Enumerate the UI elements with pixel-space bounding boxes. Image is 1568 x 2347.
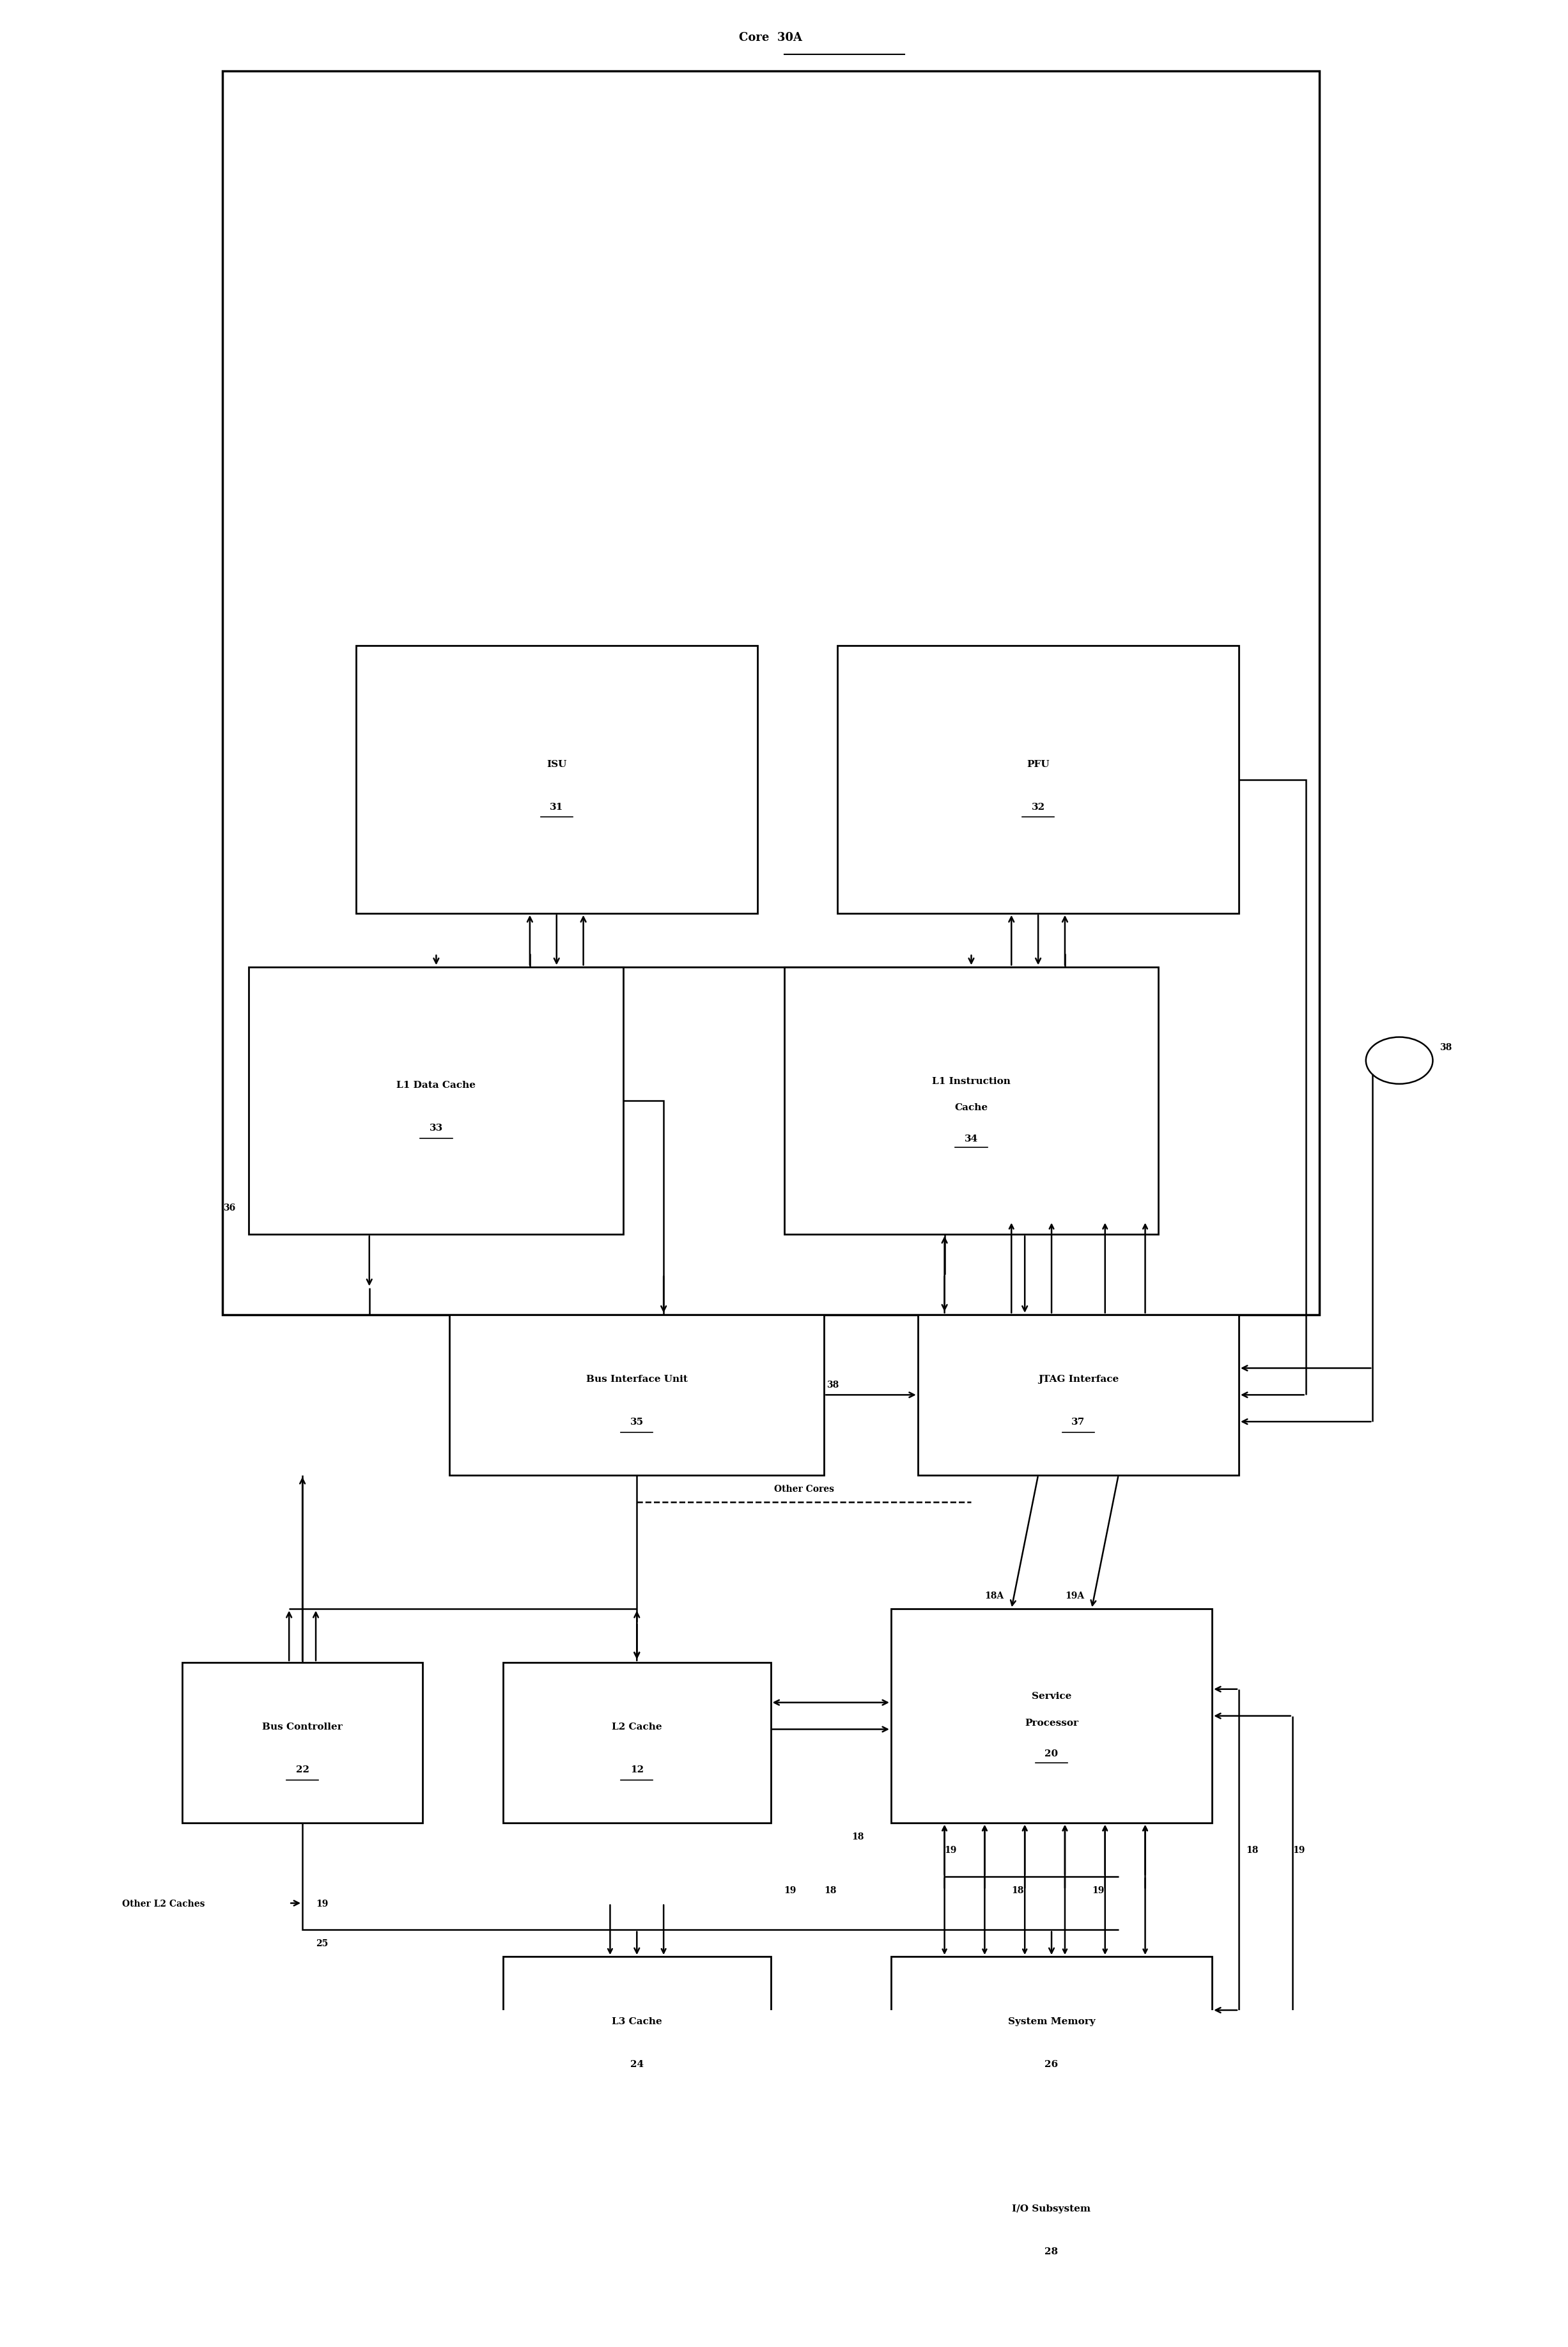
Text: 18: 18	[825, 1885, 836, 1894]
Text: System Memory: System Memory	[1008, 2016, 1094, 2025]
Text: 19: 19	[315, 1899, 328, 1908]
Text: Processor: Processor	[1025, 1718, 1079, 1727]
Text: I/O Subsystem: I/O Subsystem	[1013, 2204, 1091, 2213]
Text: Cache: Cache	[955, 1103, 988, 1112]
Text: 37: 37	[1071, 1418, 1085, 1427]
Bar	[891, 2143, 1212, 2305]
Text: 35: 35	[630, 1418, 643, 1427]
Text: 31: 31	[550, 803, 563, 812]
Text: 18A: 18A	[985, 1591, 1004, 1601]
Text: 26: 26	[1044, 2058, 1058, 2068]
Bar	[182, 1662, 423, 1824]
Bar	[503, 1957, 770, 2117]
Text: 18: 18	[1011, 1885, 1024, 1894]
Text: Bus Interface Unit: Bus Interface Unit	[586, 1375, 688, 1382]
Bar	[891, 1957, 1212, 2117]
Bar	[356, 645, 757, 913]
Text: 32: 32	[1032, 803, 1044, 812]
Text: L2 Cache: L2 Cache	[612, 1723, 662, 1732]
Text: 22: 22	[296, 1765, 309, 1774]
Bar	[784, 967, 1159, 1235]
Text: 25: 25	[315, 1939, 328, 1948]
Text: Bus Controller: Bus Controller	[262, 1723, 343, 1732]
Bar	[503, 1662, 770, 1824]
Text: L1 Instruction: L1 Instruction	[931, 1077, 1010, 1084]
Text: PFU: PFU	[1027, 760, 1049, 767]
Text: ISU: ISU	[547, 760, 566, 767]
Text: 33: 33	[430, 1124, 444, 1131]
Text: 24: 24	[630, 2058, 643, 2068]
Bar	[917, 1314, 1239, 1476]
Bar	[837, 645, 1239, 913]
Ellipse shape	[1366, 1037, 1433, 1084]
Text: 36: 36	[223, 1204, 235, 1213]
Text: 38: 38	[826, 1380, 839, 1389]
Text: 19: 19	[1292, 1845, 1305, 1854]
Text: L1 Data Cache: L1 Data Cache	[397, 1080, 475, 1089]
Text: 19A: 19A	[1065, 1591, 1083, 1601]
Text: JTAG Interface: JTAG Interface	[1038, 1375, 1118, 1382]
Text: 19: 19	[784, 1885, 797, 1894]
Text: 19: 19	[944, 1845, 956, 1854]
Text: Other Cores: Other Cores	[775, 1483, 834, 1493]
Text: 18: 18	[1247, 1845, 1259, 1854]
Text: Other L2 Caches: Other L2 Caches	[122, 1899, 205, 1908]
Bar	[249, 967, 624, 1235]
Text: Service: Service	[1032, 1692, 1071, 1702]
Bar	[450, 1314, 825, 1476]
Bar	[891, 1610, 1212, 1824]
Text: 28: 28	[1044, 2246, 1058, 2255]
Text: L3 Cache: L3 Cache	[612, 2016, 662, 2025]
Bar	[223, 70, 1319, 1314]
Text: 38: 38	[1439, 1042, 1452, 1051]
Text: 12: 12	[630, 1765, 643, 1774]
Text: 34: 34	[964, 1134, 978, 1143]
Text: Core  30A: Core 30A	[739, 33, 803, 45]
Text: 20: 20	[1044, 1749, 1058, 1758]
Text: 18: 18	[851, 1833, 864, 1840]
Text: 19: 19	[1091, 1885, 1104, 1894]
